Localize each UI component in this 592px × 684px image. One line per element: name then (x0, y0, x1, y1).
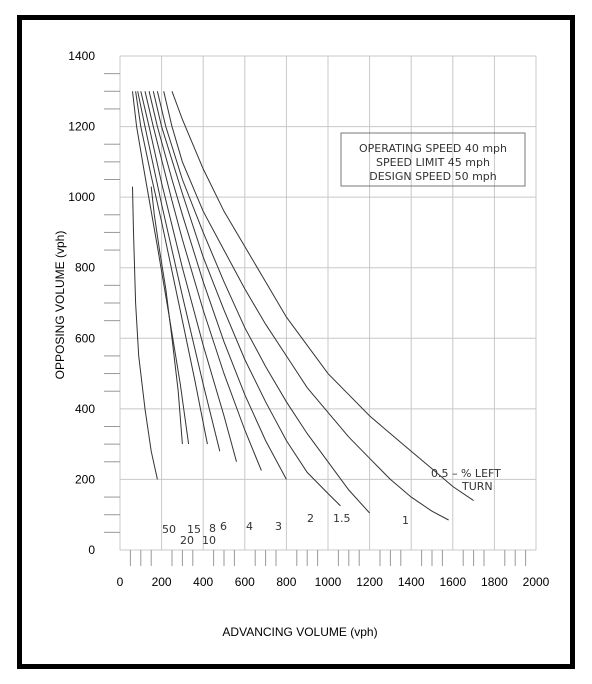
tick-labels: 0 200 400 600 800 1000 1200 1400 1600 1800 2000020… (68, 49, 549, 589)
annotation-line-1: OPERATING SPEED 40 mph (359, 142, 507, 155)
curve-label-20: 20 (180, 534, 194, 547)
x-tick-label: 1800 (481, 575, 508, 589)
annotation-line-2: SPEED LIMIT 45 mph (376, 156, 490, 169)
y-tick-label: 400 (75, 402, 95, 416)
legend-title-line-2: TURN (461, 480, 493, 493)
curve-20 (150, 186, 183, 445)
curve-50 (132, 186, 158, 480)
curve-label-6: 6 (220, 520, 227, 533)
curve-8 (137, 91, 221, 452)
x-tick-label: 200 (152, 575, 172, 589)
x-tick-label: 400 (193, 575, 213, 589)
y-tick-label: 200 (75, 472, 95, 486)
curve-2 (152, 91, 341, 507)
x-tick-label: 600 (235, 575, 255, 589)
x-tick-label: 2000 (523, 575, 550, 589)
y-tick-label: 1200 (68, 120, 95, 134)
curve-6 (140, 91, 237, 462)
x-tick-label: 1600 (439, 575, 466, 589)
x-axis-title: ADVANCING VOLUME (vph) (222, 625, 377, 639)
x-tick-label: 1000 (315, 575, 342, 589)
y-tick-label: 600 (75, 331, 95, 345)
y-tick-label: 1400 (68, 49, 95, 63)
curve-0-5 (171, 91, 474, 502)
curve-1 (163, 91, 449, 521)
curve-label-10: 10 (202, 534, 216, 547)
curve-label-1: 1 (402, 514, 409, 527)
legend-title-line-1: 0.5 – % LEFT (431, 467, 501, 480)
x-tick-label: 0 (117, 575, 124, 589)
curve-3 (148, 91, 287, 480)
annotation-line-3: DESIGN SPEED 50 mph (369, 170, 497, 183)
curve-label-1-5: 1.5 (333, 512, 351, 525)
curve-label-2: 2 (307, 512, 314, 525)
curve-label-4: 4 (246, 520, 253, 533)
x-tick-label: 1200 (356, 575, 383, 589)
annotation-box (340, 132, 526, 187)
grid (119, 55, 537, 551)
curves (132, 91, 474, 521)
x-tick-label: 1400 (398, 575, 425, 589)
y-tick-label: 800 (75, 261, 95, 275)
y-tick-label: 0 (88, 543, 95, 557)
x-tick-label: 800 (276, 575, 296, 589)
curve-10 (135, 91, 208, 445)
curve-15 (132, 91, 190, 445)
curve-label-3: 3 (275, 520, 282, 533)
curve-1-5 (156, 91, 370, 514)
y-axis-title: OPPOSING VOLUME (vph) (53, 231, 67, 380)
curve-label-15: 15 (187, 523, 201, 536)
curve-label-8: 8 (209, 522, 216, 535)
curve-4 (144, 91, 262, 471)
minor-ticks (104, 73, 527, 566)
curve-label-50: 50 (162, 523, 176, 536)
figure-frame (17, 15, 575, 669)
y-tick-label: 1000 (68, 190, 95, 204)
